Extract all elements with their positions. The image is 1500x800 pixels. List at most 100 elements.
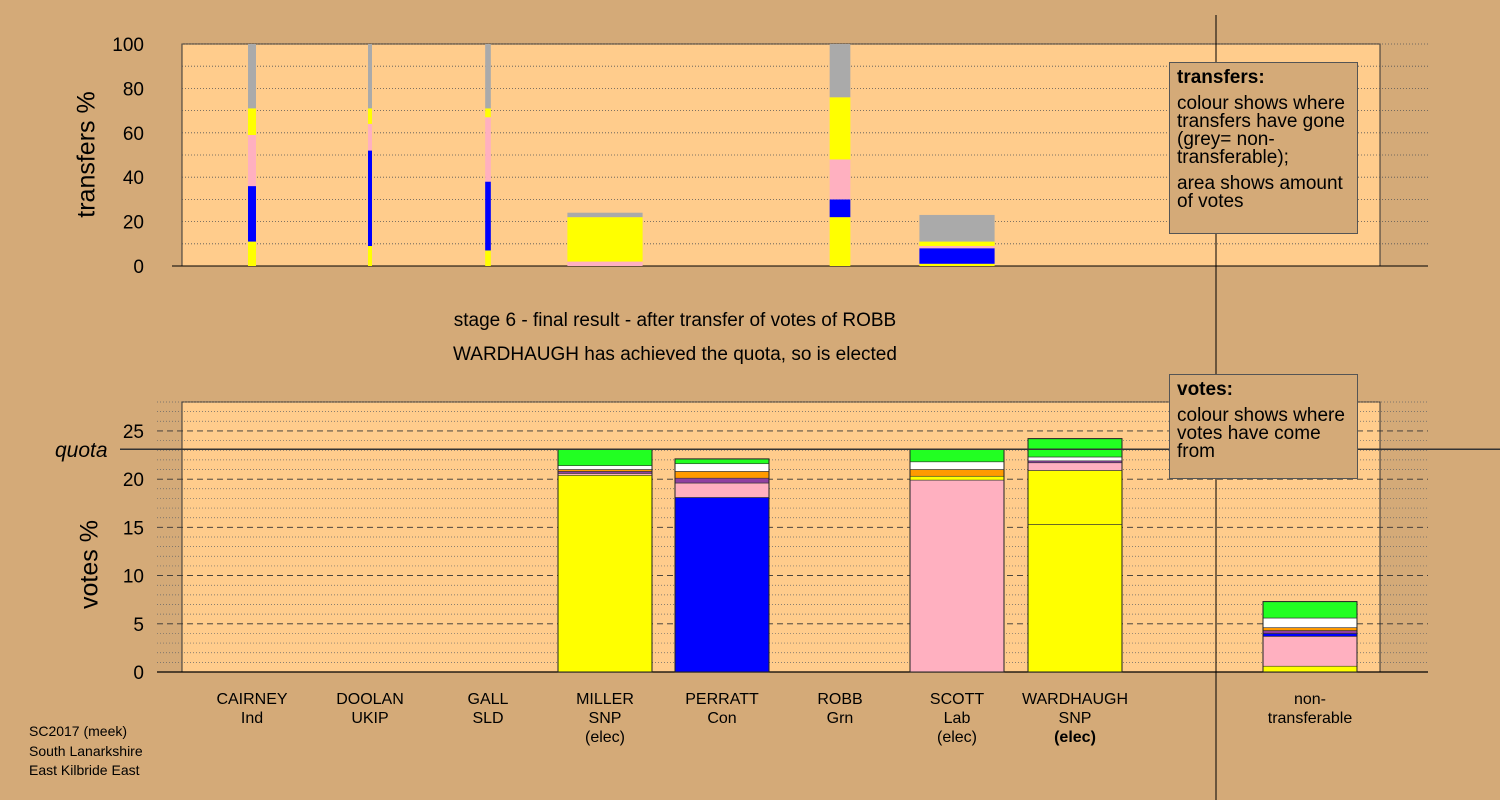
transfers-legend-area-text: area shows amount of votes	[1177, 173, 1343, 212]
votes-legend: votes: colour shows where votes have com…	[1169, 374, 1358, 479]
votes-bar-segment	[1262, 630, 1358, 634]
votes-bar-segment	[1262, 601, 1358, 619]
candidate-name: SCOTT	[929, 691, 985, 708]
candidate-label: non-transferable	[1250, 690, 1370, 728]
transfers-bar-segment	[919, 214, 995, 242]
transfers-y-tick-label: 0	[133, 257, 144, 278]
votes-bar-segment	[674, 497, 770, 673]
candidate-status: (elec)	[584, 729, 625, 746]
elected-announcement: WARDHAUGH has achieved the quota, so is …	[453, 344, 897, 365]
candidate-party: Ind	[240, 710, 264, 727]
candidate-name: ROBB	[817, 691, 863, 708]
transfers-y-tick-label: 80	[123, 79, 144, 100]
source-election: SC2017 (meek)	[29, 723, 128, 739]
candidate-name: non-	[1293, 691, 1327, 708]
candidate-name: DOOLAN	[336, 691, 404, 708]
candidate-label: SCOTT Lab (elec)	[897, 690, 1017, 747]
votes-bar-segment	[1027, 456, 1123, 462]
votes-y-tick-label: 20	[123, 470, 144, 491]
transfers-y-tick-label: 40	[123, 168, 144, 189]
transfers-legend-colour-text: colour shows where transfers have gone (…	[1177, 93, 1345, 168]
candidate-status: (elec)	[1054, 729, 1096, 746]
transfers-bar-segment	[919, 246, 995, 249]
votes-y-tick-label: 10	[123, 567, 144, 588]
votes-y-tick-label: 25	[123, 422, 144, 443]
transfers-bar-segment	[248, 135, 256, 187]
transfers-y-tick-label: 20	[123, 213, 144, 234]
votes-bar-segment	[1027, 462, 1123, 471]
votes-bar-segment	[909, 461, 1005, 470]
votes-bar-segment	[557, 448, 653, 466]
votes-bar-segment	[674, 477, 770, 484]
source-council: South Lanarkshire	[29, 743, 143, 759]
votes-bar-outline	[1027, 438, 1123, 673]
votes-bar-segment	[909, 469, 1005, 477]
transfers-legend-title: transfers:	[1177, 67, 1265, 88]
transfers-bar-segment	[485, 250, 491, 266]
votes-bar-outline	[1262, 601, 1358, 673]
votes-bar-segment	[1262, 636, 1358, 667]
candidate-party: SNP	[1058, 710, 1092, 727]
stage-description: stage 6 - final result - after transfer …	[453, 310, 897, 331]
candidate-label: DOOLAN UKIP	[310, 690, 430, 728]
votes-bar-segment	[1262, 627, 1358, 631]
votes-bar-segment	[557, 465, 653, 470]
candidate-label: ROBB Grn	[780, 690, 900, 728]
candidate-party: SLD	[472, 710, 504, 727]
votes-bar-segment	[674, 482, 770, 498]
candidate-label: PERRATT Con	[662, 690, 782, 728]
candidate-name: MILLER	[576, 691, 634, 708]
candidate-label: GALL SLD	[428, 690, 548, 728]
votes-bar-segment	[674, 471, 770, 479]
candidate-label: MILLER SNP (elec)	[545, 690, 665, 747]
transfers-bar-segment	[248, 241, 256, 266]
votes-y-axis-title: votes %	[75, 520, 104, 609]
transfers-bar-segment	[829, 159, 851, 200]
transfers-legend: transfers: colour shows where transfers …	[1169, 62, 1358, 234]
candidate-party: SNP	[588, 710, 622, 727]
candidate-name: GALL	[467, 691, 509, 708]
votes-bar-segment	[674, 458, 770, 465]
transfers-y-tick-label: 60	[123, 124, 144, 145]
source-ward: East Kilbride East	[29, 762, 140, 778]
transfers-bar-segment	[368, 246, 372, 266]
transfers-bar-segment	[248, 186, 256, 242]
votes-bar-segment	[1027, 470, 1123, 525]
transfers-bar-segment	[485, 108, 491, 118]
transfers-bar-segment	[248, 44, 256, 109]
candidate-status: (elec)	[936, 729, 977, 746]
votes-bar-segment	[1262, 617, 1358, 628]
candidate-party: UKIP	[351, 710, 389, 727]
candidate-label: WARDHAUGH SNP (elec)	[1015, 690, 1135, 747]
transfers-bar-segment	[567, 261, 643, 266]
votes-bar-segment	[1262, 633, 1358, 637]
transfers-bar-segment	[368, 123, 372, 151]
votes-bar-segment	[1262, 665, 1358, 673]
transfers-bar-segment	[248, 108, 256, 136]
candidate-party: Lab	[943, 710, 971, 727]
votes-bar-segment	[909, 448, 1005, 463]
votes-bar-segment	[909, 475, 1005, 481]
transfers-bar-segment	[919, 263, 995, 266]
transfers-bar-segment	[919, 248, 995, 264]
transfers-bar-segment	[567, 212, 643, 218]
votes-bar-segment	[1027, 438, 1123, 458]
transfers-y-axis-title: transfers %	[72, 91, 101, 218]
votes-bar-segment	[557, 474, 653, 673]
votes-bar-segment	[674, 463, 770, 472]
votes-bar-outline	[674, 458, 770, 673]
candidate-party: Grn	[826, 710, 854, 727]
candidate-label: CAIRNEY Ind	[192, 690, 312, 728]
transfers-bar-segment	[485, 117, 491, 182]
votes-bar-segment	[909, 479, 1005, 673]
candidate-name: WARDHAUGH	[1021, 691, 1129, 708]
transfers-bar-segment	[829, 199, 851, 218]
transfers-bar-segment	[485, 181, 491, 251]
votes-y-tick-label: 15	[123, 518, 144, 539]
transfers-y-tick-label: 100	[112, 35, 144, 56]
votes-legend-colour-text: colour shows where votes have come from	[1177, 405, 1345, 462]
transfers-bar-segment	[485, 44, 491, 109]
votes-legend-title: votes:	[1177, 379, 1233, 400]
transfers-bar-segment	[368, 150, 372, 247]
